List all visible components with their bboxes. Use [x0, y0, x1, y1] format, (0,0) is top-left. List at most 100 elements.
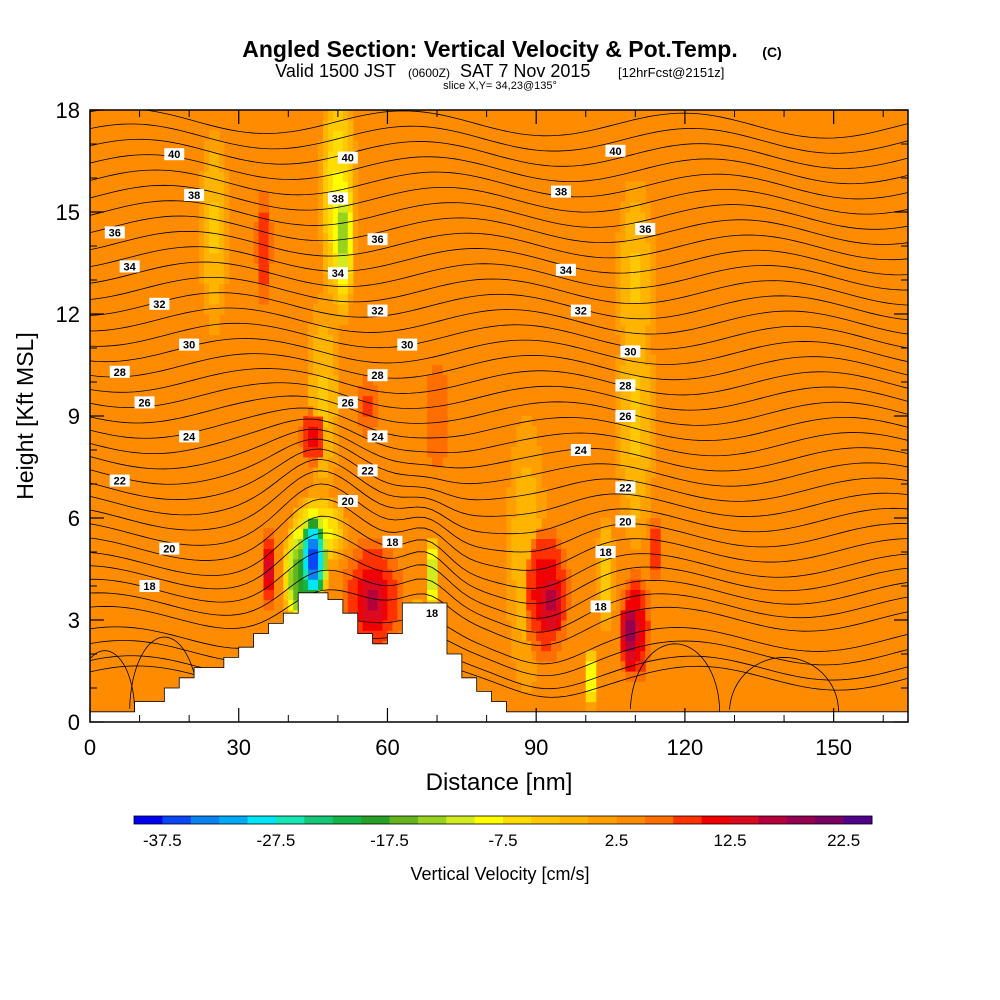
- velocity-cell: [630, 650, 636, 662]
- velocity-cell: [635, 324, 641, 335]
- pot-temp-contour: [90, 123, 908, 154]
- velocity-cell: [546, 579, 552, 590]
- velocity-cell: [645, 324, 651, 335]
- velocity-cell: [382, 548, 389, 560]
- velocity-cell: [645, 395, 651, 407]
- velocity-cell: [283, 569, 289, 580]
- velocity-cell: [218, 303, 225, 315]
- velocity-cell: [620, 293, 627, 305]
- velocity-cell: [585, 671, 592, 682]
- velocity-cell: [650, 456, 656, 468]
- y-tick-label: 15: [56, 200, 80, 225]
- velocity-cell: [625, 660, 631, 672]
- pot-temp-contour: [90, 215, 908, 245]
- velocity-cell: [585, 650, 592, 662]
- velocity-cell: [367, 385, 374, 397]
- velocity-cell: [560, 579, 567, 590]
- colorbar-swatch: [304, 816, 334, 824]
- velocity-cell: [313, 303, 319, 315]
- velocity-cell: [645, 650, 651, 662]
- velocity-cell: [327, 130, 334, 142]
- velocity-cell: [337, 538, 344, 550]
- velocity-cell: [625, 436, 631, 448]
- velocity-cell: [362, 579, 369, 590]
- terrain-mask: [90, 592, 908, 722]
- velocity-cell: [630, 630, 636, 641]
- velocity-cell: [327, 314, 334, 325]
- velocity-cell: [615, 232, 622, 244]
- velocity-cell: [308, 579, 314, 590]
- velocity-cell: [630, 497, 636, 509]
- velocity-cell: [630, 181, 636, 193]
- velocity-cell: [323, 130, 329, 142]
- velocity-cell: [432, 456, 438, 468]
- y-axis-label: Height [Kft MSL]: [12, 332, 38, 499]
- velocity-cell: [640, 334, 646, 346]
- velocity-cell: [387, 579, 394, 590]
- velocity-cell: [541, 579, 547, 590]
- velocity-cell: [342, 110, 349, 121]
- contour-label: 34: [327, 267, 348, 280]
- velocity-cell: [263, 252, 270, 264]
- velocity-cell: [640, 426, 646, 437]
- velocity-cell: [645, 232, 651, 244]
- velocity-cell: [640, 375, 646, 386]
- velocity-cell: [342, 222, 349, 233]
- contour-label-text: 22: [114, 476, 126, 488]
- velocity-cell: [635, 538, 641, 550]
- velocity-cell: [427, 395, 433, 407]
- velocity-cell: [332, 110, 339, 121]
- contour-label-text: 20: [619, 516, 631, 528]
- velocity-cell: [600, 528, 607, 539]
- velocity-cell: [625, 467, 631, 478]
- velocity-cell: [323, 446, 329, 458]
- velocity-cell: [342, 314, 349, 325]
- velocity-cell: [630, 293, 636, 305]
- velocity-cell: [551, 620, 557, 631]
- velocity-cell: [213, 201, 220, 213]
- velocity-cell: [635, 456, 641, 468]
- velocity-cell: [556, 579, 562, 590]
- velocity-cell: [625, 528, 631, 539]
- velocity-cell: [516, 497, 522, 509]
- velocity-cell: [258, 212, 265, 223]
- velocity-cell: [620, 303, 627, 315]
- velocity-cell: [610, 579, 617, 590]
- velocity-cell: [327, 558, 334, 570]
- velocity-cell: [313, 558, 319, 570]
- velocity-cell: [531, 497, 537, 509]
- velocity-cell: [650, 446, 656, 458]
- pot-temp-contour: [90, 438, 908, 487]
- velocity-cell: [432, 385, 438, 397]
- velocity-cell: [620, 630, 627, 641]
- pot-temp-contour: [90, 395, 908, 426]
- velocity-cell: [313, 467, 319, 478]
- velocity-cell: [635, 507, 641, 519]
- velocity-cell: [655, 538, 661, 550]
- velocity-cell: [625, 191, 631, 203]
- velocity-cell: [258, 273, 265, 284]
- velocity-cell: [635, 303, 641, 315]
- colorbar-swatch: [219, 816, 248, 824]
- velocity-cell: [318, 518, 324, 529]
- velocity-cell: [640, 324, 646, 335]
- velocity-cell: [327, 354, 334, 366]
- velocity-cell: [263, 232, 270, 244]
- velocity-cell: [541, 548, 547, 560]
- contour-label-text: 30: [401, 340, 413, 352]
- velocity-cell: [199, 181, 205, 193]
- velocity-cell: [526, 671, 532, 682]
- contour-label: 24: [179, 430, 200, 443]
- velocity-cell: [223, 252, 230, 264]
- velocity-cell: [332, 334, 339, 346]
- velocity-cell: [327, 446, 334, 458]
- velocity-cell: [308, 528, 314, 539]
- velocity-cell: [620, 395, 627, 407]
- y-tick-label: 0: [68, 710, 80, 735]
- velocity-cell: [213, 191, 220, 203]
- velocity-cell: [318, 538, 324, 550]
- pot-temp-contour: [90, 307, 908, 335]
- velocity-cell: [372, 538, 379, 550]
- velocity-cell: [625, 181, 631, 193]
- velocity-cell: [630, 436, 636, 448]
